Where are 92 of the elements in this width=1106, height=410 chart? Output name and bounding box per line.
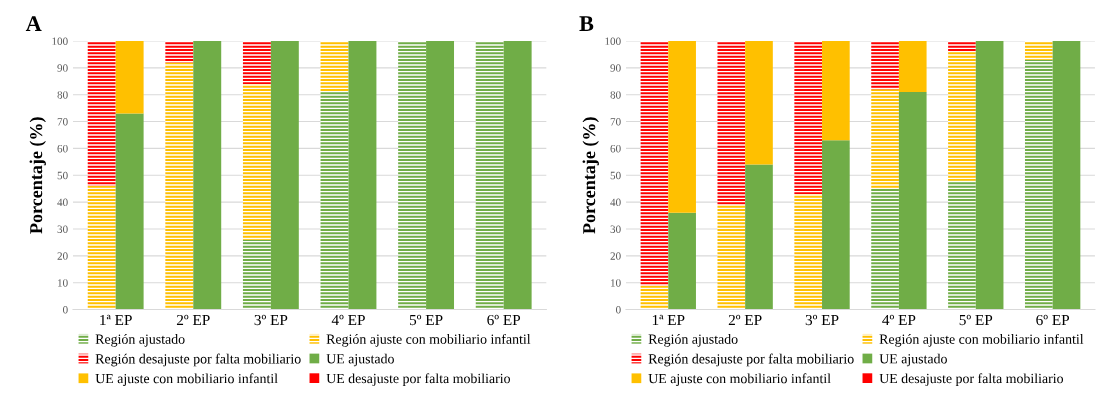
y-axis-title: Porcentaje (%) (582, 117, 599, 234)
x-tick-label: 4º EP (882, 314, 916, 326)
legend-label: Región ajuste con mobiliario infantil (879, 333, 1084, 347)
bar (115, 113, 144, 310)
y-tick-label: 90 (57, 64, 68, 72)
legend-label: UE ajustado (879, 353, 947, 367)
bar (794, 41, 823, 195)
legend-label: UE desajuste por falta mobiliario (879, 373, 1064, 386)
x-tick-label: 2º EP (176, 314, 210, 326)
bar (165, 41, 194, 63)
bar (871, 188, 899, 310)
y-axis-title: Porcentaje (%) (29, 117, 46, 234)
x-tick-label: 1ª EP (652, 314, 685, 326)
y-tick-label: 80 (57, 91, 68, 99)
x-tick-label: 3º EP (805, 314, 839, 326)
bar (668, 212, 696, 310)
bar (717, 204, 746, 310)
legend-label: UE ajuste con mobiliario infantil (95, 373, 278, 387)
bar (794, 194, 823, 310)
x-tick-label: 6º EP (1036, 314, 1070, 326)
bar (948, 41, 976, 52)
bar (975, 41, 1004, 310)
y-tick-label: 50 (57, 171, 68, 180)
legend-label: Región ajustado (648, 334, 738, 347)
bar (948, 180, 976, 310)
legend-label: Región desajuste por falta mobiliario (95, 353, 301, 367)
y-tick-label: 10 (58, 279, 68, 287)
legend-label: Región desajuste por falta mobiliario (648, 353, 854, 367)
bar (668, 41, 696, 213)
bar (115, 41, 144, 114)
bar (348, 41, 377, 310)
y-tick-label: 0 (616, 306, 621, 314)
y-tick-label: 50 (610, 171, 621, 180)
x-tick-label: 3º EP (254, 314, 288, 326)
bar (503, 41, 532, 310)
bar (87, 41, 116, 187)
bar (640, 285, 669, 310)
bar (242, 41, 271, 84)
y-tick-label: 80 (610, 91, 621, 99)
y-tick-label: 10 (611, 279, 621, 287)
x-tick-label: 1ª EP (100, 314, 132, 326)
y-tick-label: 40 (610, 198, 621, 207)
x-tick-label: 5º EP (409, 314, 443, 326)
y-tick-label: 20 (57, 252, 68, 260)
bar (717, 41, 746, 205)
bar (948, 51, 976, 181)
x-tick-label: 4º EP (331, 314, 365, 326)
bar (165, 62, 194, 310)
bar (426, 41, 455, 310)
bar (193, 41, 222, 310)
bar (745, 164, 773, 310)
bar (871, 41, 899, 90)
bar (270, 41, 299, 310)
bar (871, 89, 899, 189)
y-tick-label: 70 (57, 118, 68, 126)
bar (822, 140, 850, 310)
y-tick-label: 60 (57, 144, 68, 153)
y-tick-label: 90 (610, 64, 621, 72)
legend-label: UE ajustado (326, 353, 394, 367)
bar (320, 41, 349, 93)
bar (640, 41, 669, 286)
bar (242, 83, 271, 240)
y-tick-label: 30 (610, 225, 621, 233)
bar (1024, 41, 1053, 60)
bar (745, 41, 773, 165)
x-tick-label: 2º EP (728, 314, 762, 326)
bar (242, 239, 271, 310)
y-tick-label: 30 (57, 225, 68, 233)
x-tick-label: 5º EP (959, 314, 993, 326)
y-tick-label: 20 (610, 252, 621, 260)
bar (87, 186, 116, 310)
y-tick-label: 100 (605, 37, 621, 45)
legend-label: UE desajuste por falta mobiliario (326, 373, 511, 386)
bar (1052, 41, 1081, 310)
bar (898, 92, 927, 310)
chart-title: A (25, 16, 42, 31)
chart-title: B (579, 16, 594, 31)
x-tick-label: 6º EP (487, 314, 521, 326)
legend-label: Región ajustado (95, 334, 185, 347)
y-tick-label: 0 (63, 306, 68, 314)
y-tick-label: 60 (610, 144, 621, 153)
y-tick-label: 40 (57, 198, 68, 207)
bar (475, 41, 504, 310)
bar (1024, 59, 1053, 310)
bar (320, 92, 349, 310)
y-tick-label: 70 (610, 118, 621, 126)
bar (398, 41, 427, 310)
legend-label: Región ajuste con mobiliario infantil (326, 333, 531, 347)
bar (898, 41, 927, 93)
legend-label: UE ajuste con mobiliario infantil (648, 373, 831, 387)
bar (822, 41, 850, 141)
y-tick-label: 100 (52, 37, 68, 45)
